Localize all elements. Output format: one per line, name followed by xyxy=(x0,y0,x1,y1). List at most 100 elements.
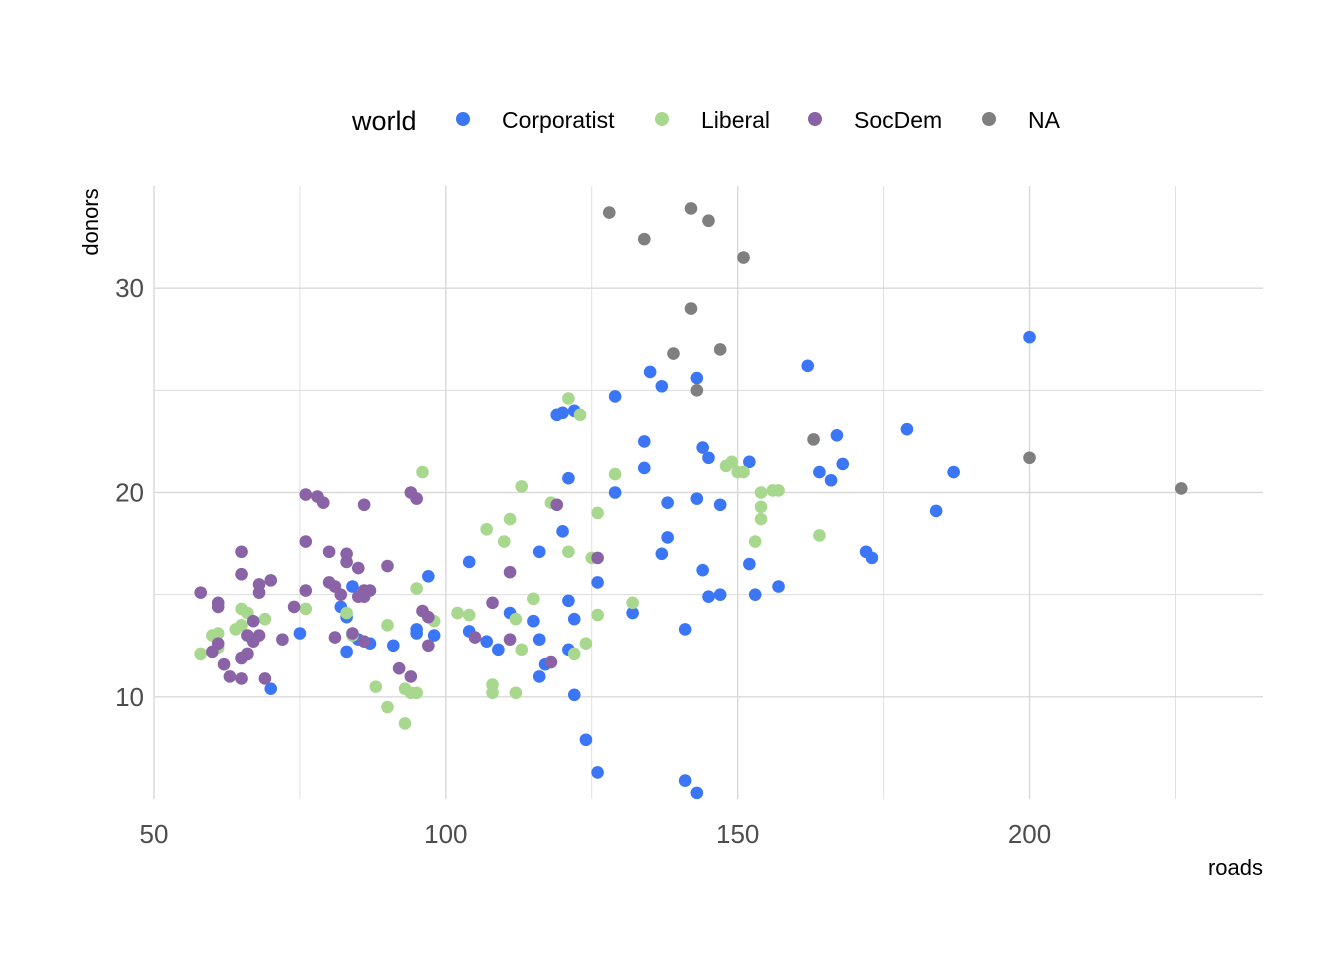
point-na xyxy=(713,343,727,356)
point-liberal xyxy=(813,529,826,542)
point-socdem xyxy=(404,670,418,683)
point-socdem xyxy=(287,600,301,614)
point-socdem xyxy=(217,657,231,671)
point-liberal xyxy=(451,606,464,620)
point-corporatist xyxy=(743,455,756,469)
legend-entry-socdem: SocDem xyxy=(808,107,942,133)
point-liberal xyxy=(486,686,499,700)
point-liberal xyxy=(381,700,394,714)
point-socdem xyxy=(211,600,225,614)
point-corporatist xyxy=(661,531,674,544)
point-socdem xyxy=(246,614,260,628)
x-tick-label: 50 xyxy=(140,819,169,849)
point-corporatist xyxy=(637,435,651,448)
point-corporatist xyxy=(410,627,423,640)
point-socdem xyxy=(357,590,371,604)
point-corporatist xyxy=(690,371,704,385)
point-liberal xyxy=(754,512,768,526)
point-socdem xyxy=(235,545,248,559)
point-corporatist xyxy=(929,504,943,518)
point-corporatist xyxy=(637,461,651,475)
point-corporatist xyxy=(422,569,435,583)
point-corporatist xyxy=(643,365,657,379)
point-socdem xyxy=(346,627,359,640)
point-corporatist xyxy=(1023,330,1036,344)
point-liberal xyxy=(509,686,523,700)
point-socdem xyxy=(299,584,313,597)
point-socdem xyxy=(316,496,330,510)
point-socdem xyxy=(328,631,342,644)
point-liberal xyxy=(626,596,639,610)
y-tick-label: 10 xyxy=(115,682,144,712)
point-socdem xyxy=(357,635,371,648)
point-corporatist xyxy=(532,545,546,559)
point-liberal xyxy=(497,535,511,548)
point-corporatist xyxy=(713,588,727,601)
point-socdem xyxy=(486,596,499,610)
point-socdem xyxy=(351,561,365,575)
point-corporatist xyxy=(900,422,914,436)
point-corporatist xyxy=(702,451,715,465)
point-corporatist xyxy=(480,635,494,648)
point-corporatist xyxy=(591,766,604,779)
point-liberal xyxy=(515,480,529,493)
legend-key-na xyxy=(982,112,996,126)
point-liberal xyxy=(410,582,423,595)
point-liberal xyxy=(462,608,476,622)
point-corporatist xyxy=(655,547,669,561)
legend-key-socdem xyxy=(808,112,822,126)
point-corporatist xyxy=(690,786,704,800)
point-corporatist xyxy=(947,465,960,479)
point-socdem xyxy=(422,639,435,653)
legend: world Corporatist Liberal SocDem NA xyxy=(351,106,1061,136)
point-socdem xyxy=(322,545,336,559)
legend-label-socdem: SocDem xyxy=(854,107,942,133)
point-liberal xyxy=(503,512,517,526)
x-tick-label: 200 xyxy=(1008,819,1051,849)
point-corporatist xyxy=(562,594,575,608)
point-liberal xyxy=(754,500,768,514)
point-corporatist xyxy=(696,563,709,577)
point-na xyxy=(684,202,698,215)
point-corporatist xyxy=(865,551,879,565)
point-socdem xyxy=(252,586,266,599)
point-socdem xyxy=(299,535,313,548)
point-liberal xyxy=(258,612,272,626)
y-tick-label: 30 xyxy=(115,273,144,303)
series-socdem xyxy=(194,486,604,685)
point-corporatist xyxy=(696,441,709,454)
legend-label-liberal: Liberal xyxy=(701,107,770,133)
point-corporatist xyxy=(532,670,546,683)
point-corporatist xyxy=(678,623,692,636)
y-axis-ticks: 10 20 30 xyxy=(115,273,144,712)
point-corporatist xyxy=(801,359,815,373)
point-corporatist xyxy=(713,498,727,512)
y-tick-label: 20 xyxy=(115,478,144,508)
point-socdem xyxy=(235,672,248,685)
point-socdem xyxy=(235,567,248,581)
point-na xyxy=(637,232,651,246)
point-corporatist xyxy=(562,471,575,485)
point-liberal xyxy=(567,647,581,661)
point-corporatist xyxy=(743,557,756,571)
point-corporatist xyxy=(556,525,569,538)
legend-key-liberal xyxy=(655,112,669,126)
point-socdem xyxy=(410,492,423,505)
point-socdem xyxy=(276,633,289,646)
point-liberal xyxy=(369,680,383,693)
point-liberal xyxy=(608,467,622,481)
data-points xyxy=(194,202,1188,800)
point-na xyxy=(737,251,750,264)
point-na xyxy=(602,206,616,219)
legend-label-na: NA xyxy=(1028,107,1061,133)
point-corporatist xyxy=(772,580,785,593)
series-corporatist xyxy=(264,330,1036,800)
point-liberal xyxy=(591,506,604,520)
point-corporatist xyxy=(678,774,692,787)
point-na xyxy=(684,302,698,315)
point-socdem xyxy=(258,672,272,685)
point-corporatist xyxy=(387,639,400,653)
point-liberal xyxy=(381,619,394,632)
point-liberal xyxy=(573,408,587,422)
